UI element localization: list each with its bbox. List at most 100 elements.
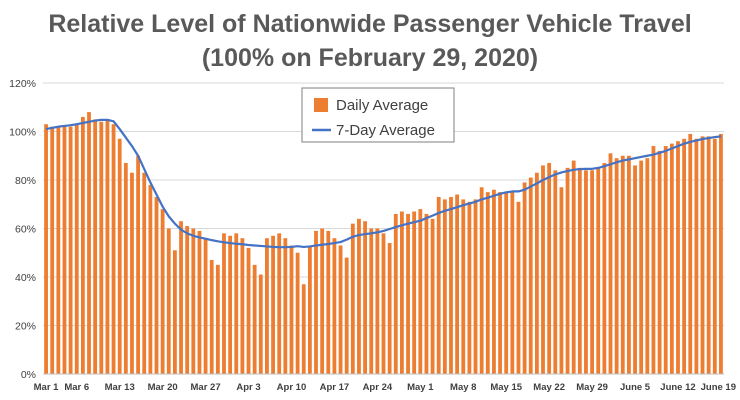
daily-bar — [130, 172, 134, 374]
daily-bar — [467, 201, 472, 374]
y-tick-label: 100% — [9, 127, 36, 139]
y-tick-label: 80% — [15, 175, 36, 187]
daily-bar — [584, 170, 588, 374]
seven-day-average-line — [45, 118, 722, 249]
legend-label-daily: Daily Average — [336, 97, 428, 114]
x-tick-label: May 8 — [450, 382, 476, 393]
daily-bar — [412, 211, 417, 374]
daily-bar — [498, 192, 502, 374]
daily-bar — [314, 230, 318, 374]
daily-bar — [676, 141, 680, 374]
daily-bar — [645, 158, 650, 374]
daily-bar — [516, 201, 521, 374]
daily-bar — [350, 223, 355, 374]
daily-bar — [436, 196, 441, 374]
daily-bar — [357, 218, 361, 374]
daily-bar — [700, 136, 705, 374]
daily-bar — [387, 243, 392, 374]
legend: Daily Average 7-Day Average — [301, 87, 455, 143]
daily-bar — [485, 192, 490, 374]
daily-bar — [222, 233, 226, 374]
y-tick-label: 120% — [9, 78, 36, 90]
x-tick-label: Mar 6 — [64, 382, 89, 393]
daily-bar — [688, 133, 693, 374]
y-tick-label: 60% — [15, 224, 36, 236]
chart-title: Relative Level of Nationwide Passenger V… — [48, 10, 692, 38]
daily-bar — [418, 209, 423, 374]
daily-bar — [191, 228, 196, 374]
daily-bar — [148, 184, 153, 374]
daily-bar — [657, 150, 662, 374]
x-tick-label: May 1 — [407, 382, 434, 393]
daily-bar — [547, 163, 552, 374]
daily-bar — [559, 187, 564, 374]
legend-box — [301, 87, 455, 143]
daily-bar — [534, 172, 539, 374]
daily-bar — [651, 146, 656, 374]
daily-bar — [228, 235, 233, 374]
legend-label-7day: 7-Day Average — [336, 122, 435, 139]
daily-bar — [185, 226, 190, 374]
x-tick-label: May 29 — [576, 382, 608, 393]
daily-bar — [663, 146, 668, 374]
daily-bar — [694, 138, 699, 374]
daily-bar — [614, 158, 619, 374]
x-tick-label: June 5 — [620, 382, 651, 393]
daily-bar — [706, 136, 711, 374]
daily-bar — [571, 160, 576, 374]
daily-bar — [719, 133, 723, 374]
daily-bar — [424, 213, 429, 374]
daily-bar — [528, 177, 533, 374]
daily-bar — [74, 124, 79, 374]
x-tick-label: Mar 20 — [148, 382, 178, 393]
daily-bar — [117, 138, 122, 374]
daily-bar — [363, 221, 367, 374]
daily-bar — [258, 274, 263, 374]
daily-bar — [265, 238, 269, 374]
daily-bar — [590, 170, 594, 374]
daily-bar — [44, 124, 48, 374]
daily-bar — [400, 211, 404, 374]
daily-bar — [442, 199, 447, 374]
daily-bar — [93, 119, 98, 374]
y-axis: 0% 20% 40% 60% 80% 100% 120% — [9, 78, 36, 381]
daily-bar — [283, 238, 288, 374]
daily-bar — [246, 247, 251, 374]
daily-bar — [406, 213, 410, 374]
daily-bar — [712, 138, 717, 374]
chart-subtitle: (100% on February 29, 2020) — [201, 44, 539, 72]
daily-bar — [320, 228, 325, 374]
daily-bar — [553, 170, 558, 374]
daily-bar — [136, 155, 140, 374]
daily-bar — [209, 260, 214, 374]
daily-bar — [455, 194, 460, 374]
daily-bar — [375, 228, 380, 374]
daily-bar — [565, 167, 570, 374]
y-tick-label: 40% — [15, 272, 36, 284]
daily-bar — [504, 192, 509, 374]
daily-bar — [111, 124, 116, 374]
daily-bar — [344, 257, 349, 374]
daily-bar — [338, 245, 343, 374]
x-tick-label: Mar 13 — [105, 382, 135, 393]
daily-bar — [620, 155, 625, 374]
daily-bar — [252, 264, 257, 374]
daily-bar — [510, 192, 515, 374]
daily-bar — [639, 160, 644, 374]
daily-bar — [87, 112, 91, 374]
daily-bar — [197, 230, 202, 374]
x-tick-label: Apr 10 — [277, 382, 307, 393]
daily-bar — [234, 233, 239, 374]
x-tick-label: Mar 27 — [191, 382, 221, 393]
seven-day-average-line-group — [45, 118, 722, 249]
daily-bar — [381, 233, 386, 374]
x-tick-label: May 22 — [533, 382, 565, 393]
daily-bar — [449, 196, 453, 374]
daily-bar — [154, 196, 159, 374]
x-tick-label: May 15 — [490, 382, 522, 393]
daily-bar — [166, 228, 171, 374]
daily-bar — [461, 199, 466, 374]
daily-bar — [430, 218, 435, 374]
